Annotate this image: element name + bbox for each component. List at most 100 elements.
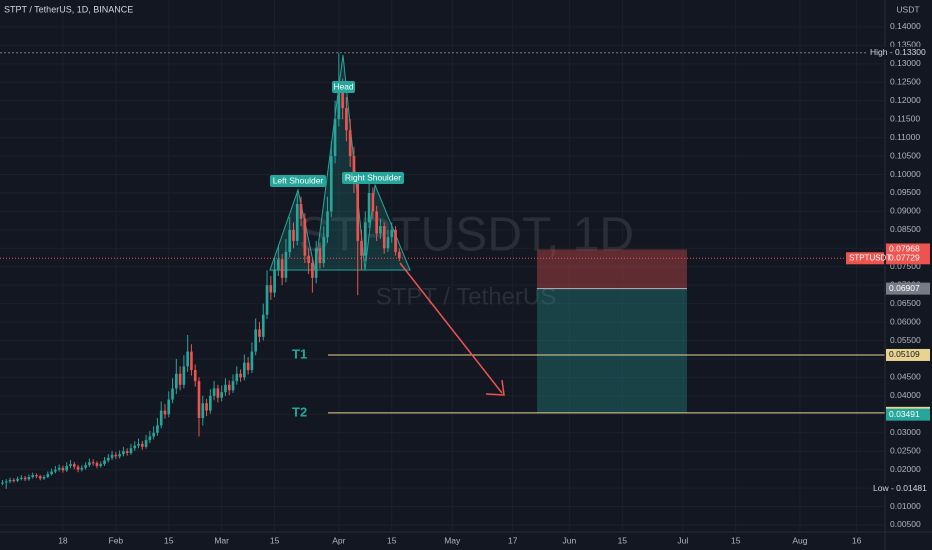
candle-body bbox=[35, 475, 38, 477]
candle-body bbox=[239, 373, 242, 378]
candle-body bbox=[159, 410, 163, 426]
candle-body bbox=[363, 222, 367, 256]
candle-body bbox=[69, 464, 72, 466]
annotation-box bbox=[332, 81, 355, 93]
candle-body bbox=[345, 108, 348, 131]
candle-body bbox=[125, 451, 129, 454]
candle-body bbox=[106, 457, 110, 461]
candle-body bbox=[50, 471, 53, 475]
candle-body bbox=[303, 218, 307, 256]
price-tag bbox=[867, 46, 932, 59]
annotation-box bbox=[270, 175, 326, 187]
candle-body bbox=[140, 443, 144, 447]
annotation-box bbox=[342, 172, 404, 184]
price-tag-label: 0.07968 bbox=[889, 244, 920, 254]
candle-body bbox=[99, 464, 103, 466]
stop-zone bbox=[537, 249, 687, 289]
y-tick-label: 0.05500 bbox=[890, 335, 921, 345]
candle-body bbox=[133, 445, 137, 449]
y-tick-label: 0.06500 bbox=[890, 298, 921, 308]
candle-body bbox=[57, 467, 61, 470]
candle-body bbox=[95, 463, 99, 466]
y-tick-label: 0.04500 bbox=[890, 372, 921, 382]
y-tick-label: 0.08500 bbox=[890, 224, 921, 234]
x-tick-label: May bbox=[444, 535, 461, 545]
candle-body bbox=[84, 465, 87, 468]
y-tick-label: 0.10000 bbox=[890, 169, 921, 179]
price-tag-label: 0.06907 bbox=[889, 283, 920, 293]
candle-body bbox=[88, 462, 91, 466]
candle-body bbox=[16, 478, 19, 481]
candle-body bbox=[231, 381, 235, 391]
candle-body bbox=[235, 373, 239, 382]
candle-body bbox=[375, 211, 378, 234]
candle-body bbox=[61, 467, 65, 471]
candle-body bbox=[27, 477, 31, 480]
candle-body bbox=[163, 410, 167, 415]
candle-body bbox=[110, 454, 114, 458]
y-tick-label: 0.09000 bbox=[890, 206, 921, 216]
candle-body bbox=[284, 251, 288, 278]
x-tick-label: Feb bbox=[109, 535, 124, 545]
x-tick-label: Apr bbox=[332, 535, 345, 545]
candle-body bbox=[333, 119, 337, 157]
candle-body bbox=[152, 432, 155, 437]
candle-body bbox=[386, 237, 390, 249]
candle-body bbox=[182, 366, 186, 385]
candle-body bbox=[329, 156, 333, 212]
y-tick-label: 0.14000 bbox=[890, 21, 921, 31]
arrow bbox=[399, 262, 505, 396]
y-tick-label: 0.13500 bbox=[890, 40, 921, 50]
price-tag bbox=[886, 348, 930, 361]
candle-body bbox=[216, 388, 220, 398]
x-tick-label: 16 bbox=[852, 535, 862, 545]
candle-body bbox=[190, 351, 193, 371]
x-tick-label: Jul bbox=[677, 535, 688, 545]
annotation: Head bbox=[333, 81, 354, 91]
candle-body bbox=[352, 156, 356, 182]
candle-body bbox=[318, 248, 322, 264]
candle-body bbox=[193, 370, 197, 382]
price-tag-label: High - 0.13300 bbox=[870, 47, 926, 57]
candle-body bbox=[314, 248, 318, 278]
x-tick-label: Jun bbox=[563, 535, 577, 545]
currency: USDT bbox=[896, 4, 919, 14]
candle-body bbox=[1, 482, 4, 484]
symbol-tag bbox=[846, 252, 884, 265]
y-tick-label: 0.11500 bbox=[890, 113, 920, 123]
candle-body bbox=[326, 211, 329, 238]
candle-body bbox=[337, 89, 341, 120]
candle-body bbox=[360, 240, 363, 256]
x-tick-label: 15 bbox=[270, 535, 280, 545]
candle-body bbox=[174, 373, 178, 389]
y-tick-label: 0.09500 bbox=[890, 187, 921, 197]
candle-body bbox=[148, 436, 152, 441]
price-tag bbox=[886, 408, 930, 421]
candle-body bbox=[322, 237, 326, 264]
candle-body bbox=[8, 479, 12, 482]
candle-body bbox=[212, 388, 216, 396]
candle-body bbox=[371, 192, 375, 212]
candle-body bbox=[311, 263, 314, 278]
annotation: Left Shoulder bbox=[273, 175, 324, 185]
y-tick-label: 0.10500 bbox=[890, 150, 921, 160]
grid bbox=[0, 0, 885, 532]
candle-body bbox=[20, 477, 23, 479]
y-tick-label: 0.12000 bbox=[890, 95, 921, 105]
candle-body bbox=[348, 130, 352, 157]
candle-body bbox=[261, 314, 265, 337]
y-tick-label: 0.12500 bbox=[890, 77, 921, 87]
candle-body bbox=[76, 466, 80, 470]
x-tick-label: 17 bbox=[508, 535, 518, 545]
x-tick-label: 15 bbox=[164, 535, 174, 545]
candle-body bbox=[38, 476, 42, 479]
candle-body bbox=[201, 403, 205, 418]
x-tick-label: Aug bbox=[792, 535, 807, 545]
price-tag bbox=[886, 282, 930, 295]
watermark: STPTUSDT, 1D bbox=[298, 209, 634, 262]
candle-body bbox=[379, 226, 382, 234]
candle-body bbox=[295, 204, 299, 241]
candle-body bbox=[265, 285, 269, 315]
candle-body bbox=[243, 362, 246, 378]
